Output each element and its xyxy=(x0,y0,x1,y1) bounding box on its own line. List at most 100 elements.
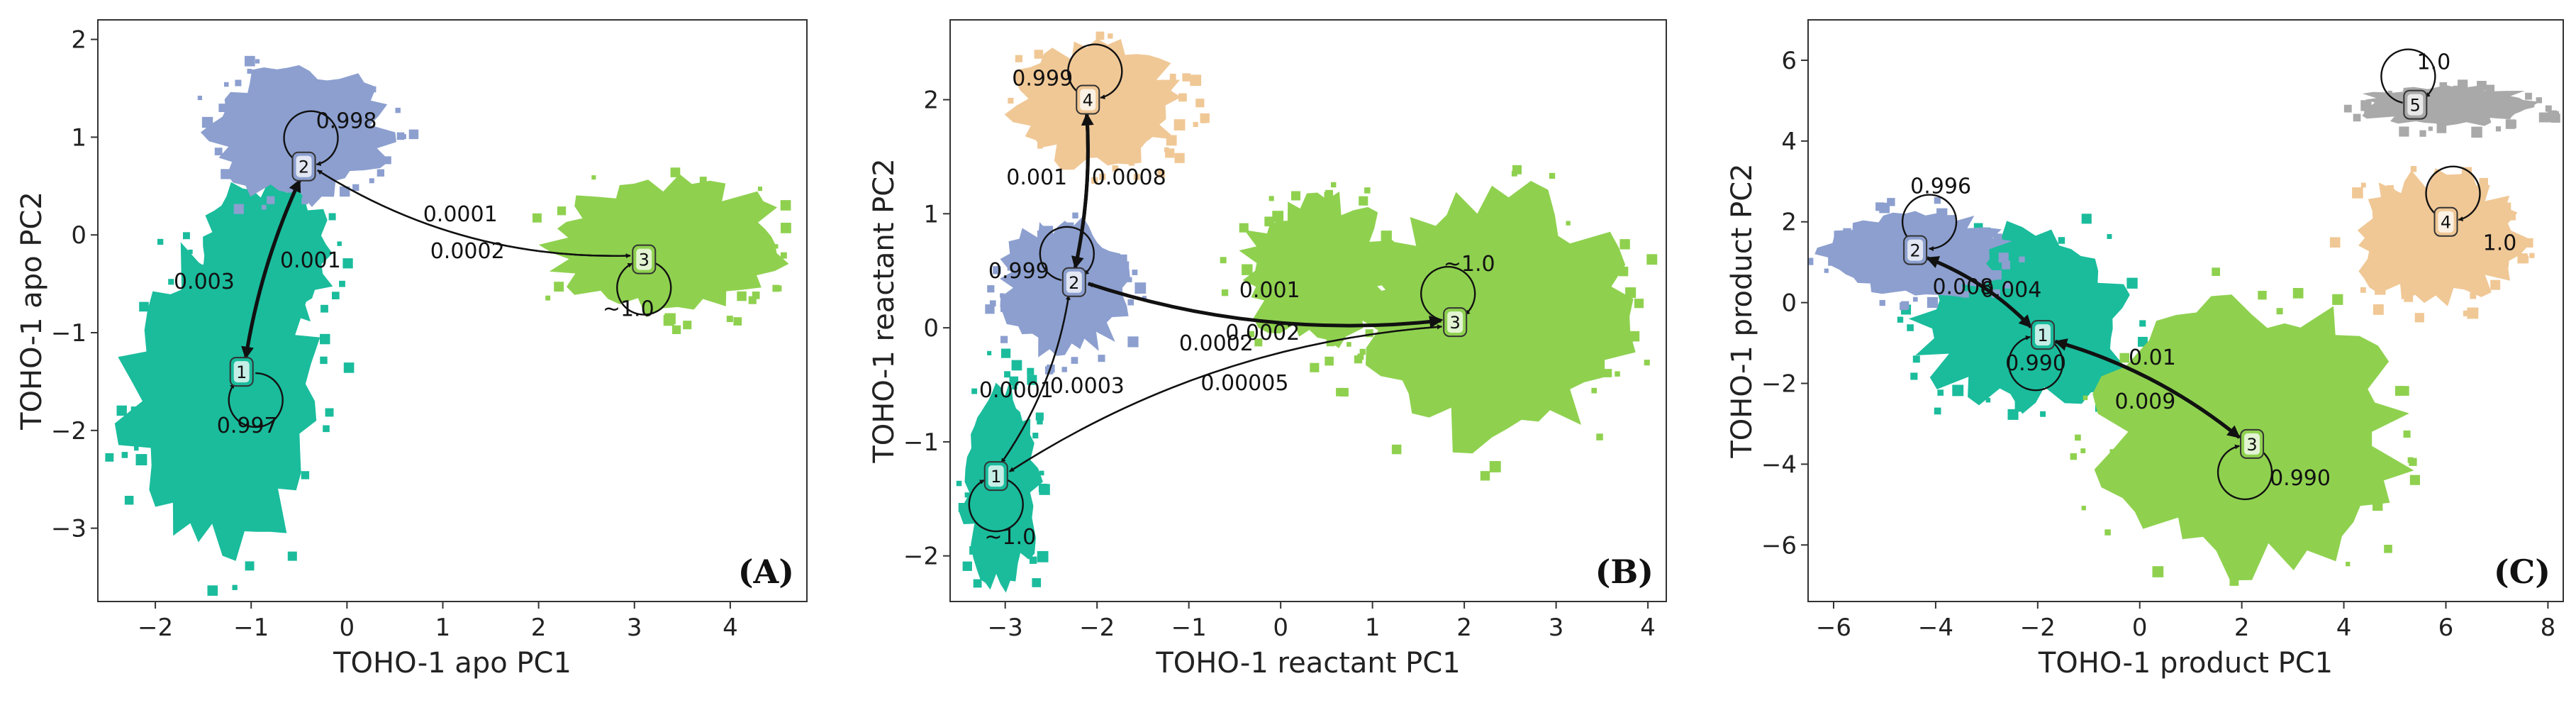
state-speckle xyxy=(183,315,192,323)
x-tick-label: −1 xyxy=(233,614,269,642)
state-speckle xyxy=(1625,287,1637,299)
state-node-label: 5 xyxy=(2410,96,2421,116)
state-speckle xyxy=(2419,130,2426,137)
state-speckle xyxy=(1934,407,1941,415)
state-speckle xyxy=(2545,105,2552,112)
state-node-inner xyxy=(1907,239,1924,261)
state-speckle xyxy=(369,178,374,184)
state-node-label: 1 xyxy=(991,467,1001,487)
state-speckle xyxy=(1195,99,1205,108)
transition-label: 0.0008 xyxy=(1092,165,1166,190)
state-speckle xyxy=(1365,329,1373,338)
state-speckle xyxy=(1067,222,1074,229)
state-speckle xyxy=(987,350,992,355)
transition-label: 0.0001 xyxy=(423,202,498,227)
state-speckle xyxy=(726,316,733,323)
state-speckle xyxy=(1133,174,1140,180)
state-speckle xyxy=(1221,289,1229,296)
state-speckle xyxy=(198,292,210,304)
state-speckle xyxy=(2058,237,2065,244)
state-region-2 xyxy=(200,65,396,207)
state-speckle xyxy=(260,351,269,360)
state-speckle xyxy=(1027,375,1037,385)
state-regions xyxy=(956,31,1658,593)
state-speckle xyxy=(1936,208,1948,219)
self-transition-label: 0.998 xyxy=(316,109,377,134)
state-speckle xyxy=(1095,31,1105,40)
state-speckle xyxy=(2343,104,2352,113)
state-speckle xyxy=(1879,299,1885,306)
state-speckle xyxy=(2384,545,2392,553)
x-tick-label: 2 xyxy=(531,614,547,642)
state-speckle xyxy=(218,104,228,112)
state-node-inner xyxy=(636,248,652,270)
state-speckle xyxy=(1264,216,1274,227)
state-speckle xyxy=(383,156,391,165)
state-speckle xyxy=(2375,284,2386,295)
state-speckle xyxy=(1254,338,1263,347)
state-speckle xyxy=(1061,367,1067,372)
state-speckle xyxy=(1269,196,1274,201)
state-speckle xyxy=(985,304,995,314)
state-speckle xyxy=(2521,255,2529,263)
state-speckle xyxy=(2138,336,2148,347)
panel-3: −6 −4 −2 0 2 4 6 8 −6 −4 −2 0 2 4 6 TOHO-1 product PC1 T… xyxy=(1726,19,2564,680)
self-transition-label: ~1.0 xyxy=(1444,252,1495,277)
state-speckle xyxy=(2409,475,2420,485)
state-speckle xyxy=(2212,267,2220,276)
state-speckle xyxy=(737,291,747,301)
state-node-label: 2 xyxy=(1909,241,1920,261)
state-speckle xyxy=(1912,355,1920,363)
state-speckle xyxy=(1489,461,1501,472)
y-tick-label: 2 xyxy=(71,26,87,55)
transition-arrow xyxy=(1071,113,1090,270)
state-speckle xyxy=(1072,212,1078,218)
state-speckle xyxy=(2525,92,2532,100)
x-tick-label: 0 xyxy=(2132,614,2148,642)
state-speckle xyxy=(2119,353,2129,363)
state-speckle xyxy=(2538,112,2549,123)
state-speckle xyxy=(2387,90,2392,95)
state-speckle xyxy=(1193,121,1198,127)
state-speckle xyxy=(328,213,336,221)
state-speckle xyxy=(2040,411,2046,417)
state-speckle xyxy=(139,301,149,312)
state-speckle xyxy=(1200,116,1208,123)
state-node-label: 2 xyxy=(1069,273,1079,293)
state-speckle xyxy=(1256,233,1263,240)
state-speckle xyxy=(1099,173,1106,180)
state-speckle xyxy=(2082,395,2088,401)
state-speckle xyxy=(2360,100,2372,111)
self-transition-label: ~1.0 xyxy=(603,297,654,322)
state-speckle xyxy=(1618,266,1629,277)
state-speckle xyxy=(2479,177,2488,187)
state-speckle xyxy=(224,82,229,87)
transition-label: 0.003 xyxy=(174,270,235,294)
transition-label: 0.00005 xyxy=(1200,371,1288,396)
state-speckle xyxy=(2507,211,2516,221)
state-speckle xyxy=(116,405,127,416)
state-speckle xyxy=(1985,397,1991,403)
state-speckle xyxy=(207,316,216,325)
state-speckle xyxy=(339,280,345,287)
state-speckle xyxy=(1952,384,1964,397)
state-speckle xyxy=(332,292,340,299)
y-tick-label: −1 xyxy=(903,428,939,457)
self-loop-arrow xyxy=(968,479,1024,533)
state-speckle xyxy=(1596,433,1603,440)
state-speckle xyxy=(2477,289,2484,296)
panel-label: (C) xyxy=(2494,553,2550,591)
state-node-inner xyxy=(988,465,1004,487)
state-speckle xyxy=(1615,371,1620,377)
state-region-3 xyxy=(538,174,789,318)
state-speckle xyxy=(1242,264,1253,275)
state-speckle xyxy=(733,317,742,326)
state-speckle xyxy=(810,228,816,233)
self-loop-arrow xyxy=(283,110,339,167)
state-speckle xyxy=(395,107,401,113)
self-loop-arrow xyxy=(2007,335,2064,392)
state-speckle xyxy=(1325,189,1333,198)
x-tick-label: 8 xyxy=(2541,614,2556,642)
state-speckle xyxy=(1039,484,1050,495)
x-axis-label: TOHO-1 product PC1 xyxy=(2038,647,2333,680)
